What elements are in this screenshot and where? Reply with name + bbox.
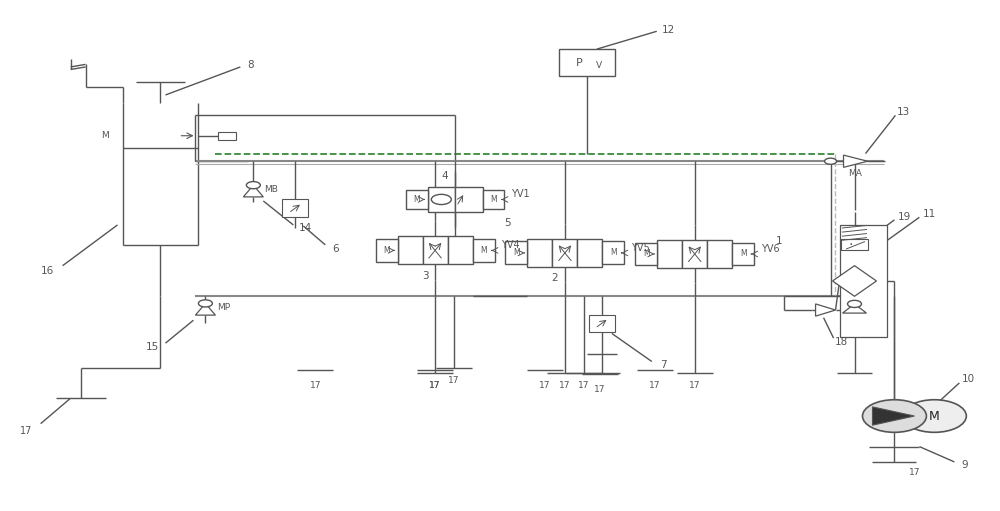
Text: 5: 5 xyxy=(504,218,511,228)
Text: 19: 19 xyxy=(898,212,911,222)
Text: 13: 13 xyxy=(897,107,910,117)
Text: 11: 11 xyxy=(923,208,936,219)
Bar xyxy=(448,237,473,264)
Text: P: P xyxy=(576,58,582,68)
Text: M: M xyxy=(413,195,420,204)
Text: M: M xyxy=(643,249,650,259)
Polygon shape xyxy=(844,155,867,167)
Bar xyxy=(398,237,423,264)
Text: YV1: YV1 xyxy=(511,190,530,199)
Polygon shape xyxy=(872,407,914,425)
Text: YV5: YV5 xyxy=(631,243,650,253)
Text: 17: 17 xyxy=(448,376,460,385)
Text: 9: 9 xyxy=(961,460,968,470)
Text: 8: 8 xyxy=(247,60,254,71)
Text: 1: 1 xyxy=(776,236,783,246)
Text: M: M xyxy=(610,248,617,258)
Bar xyxy=(559,49,615,76)
Polygon shape xyxy=(843,304,866,313)
Circle shape xyxy=(902,400,966,432)
Text: 6: 6 xyxy=(332,244,339,254)
Bar xyxy=(707,240,732,268)
Bar xyxy=(423,237,448,264)
Circle shape xyxy=(246,181,260,189)
Bar xyxy=(428,187,455,212)
Text: 17: 17 xyxy=(429,381,441,390)
Bar xyxy=(376,239,398,262)
Text: M: M xyxy=(740,249,746,259)
Circle shape xyxy=(848,300,861,308)
Polygon shape xyxy=(833,266,876,296)
Text: YV4: YV4 xyxy=(501,240,520,250)
Bar xyxy=(682,240,707,268)
Bar xyxy=(218,132,236,140)
Text: MA: MA xyxy=(849,170,862,178)
Polygon shape xyxy=(816,304,836,316)
Polygon shape xyxy=(195,304,215,315)
Bar xyxy=(841,239,868,250)
Text: M: M xyxy=(480,246,487,255)
Text: 15: 15 xyxy=(146,342,159,352)
Bar xyxy=(589,315,615,333)
Bar xyxy=(657,240,682,268)
Text: MP: MP xyxy=(217,303,230,312)
Text: M: M xyxy=(101,131,108,140)
Text: 7: 7 xyxy=(660,360,667,370)
Bar xyxy=(527,239,552,267)
Text: 17: 17 xyxy=(539,381,551,390)
Text: 17: 17 xyxy=(310,381,321,390)
Bar xyxy=(455,187,483,212)
Bar xyxy=(602,242,624,264)
Bar xyxy=(840,225,887,337)
Text: 17: 17 xyxy=(594,384,606,393)
Circle shape xyxy=(431,194,451,204)
Bar xyxy=(732,243,754,265)
Text: 14: 14 xyxy=(299,223,312,234)
Text: 18: 18 xyxy=(835,337,848,347)
Text: ·: · xyxy=(848,238,853,252)
Polygon shape xyxy=(243,185,263,197)
Text: M: M xyxy=(383,246,390,255)
Bar xyxy=(473,239,495,262)
Bar xyxy=(483,190,504,209)
Text: M: M xyxy=(490,195,497,204)
Circle shape xyxy=(825,158,837,164)
Circle shape xyxy=(862,400,926,432)
Text: 3: 3 xyxy=(422,271,428,281)
Text: MB: MB xyxy=(264,185,278,194)
Text: 4: 4 xyxy=(442,171,448,181)
Text: YV6: YV6 xyxy=(761,244,779,254)
Bar xyxy=(505,242,527,264)
Bar xyxy=(552,239,577,267)
Text: 17: 17 xyxy=(559,381,571,390)
Text: 16: 16 xyxy=(41,266,54,276)
Text: 17: 17 xyxy=(689,381,700,390)
Text: 17: 17 xyxy=(909,468,920,477)
Text: 12: 12 xyxy=(662,25,675,35)
Bar xyxy=(406,190,428,209)
Text: V: V xyxy=(596,61,602,70)
Text: 2: 2 xyxy=(552,273,558,283)
Bar xyxy=(577,239,602,267)
Text: 10: 10 xyxy=(962,375,975,384)
Text: 17: 17 xyxy=(19,426,32,436)
Text: 17: 17 xyxy=(649,381,661,390)
Bar xyxy=(282,199,308,217)
Bar xyxy=(635,243,657,265)
Text: 17: 17 xyxy=(429,381,441,390)
Text: M: M xyxy=(929,409,940,423)
Circle shape xyxy=(198,300,212,307)
Text: 17: 17 xyxy=(578,381,590,390)
Text: M: M xyxy=(513,248,520,258)
